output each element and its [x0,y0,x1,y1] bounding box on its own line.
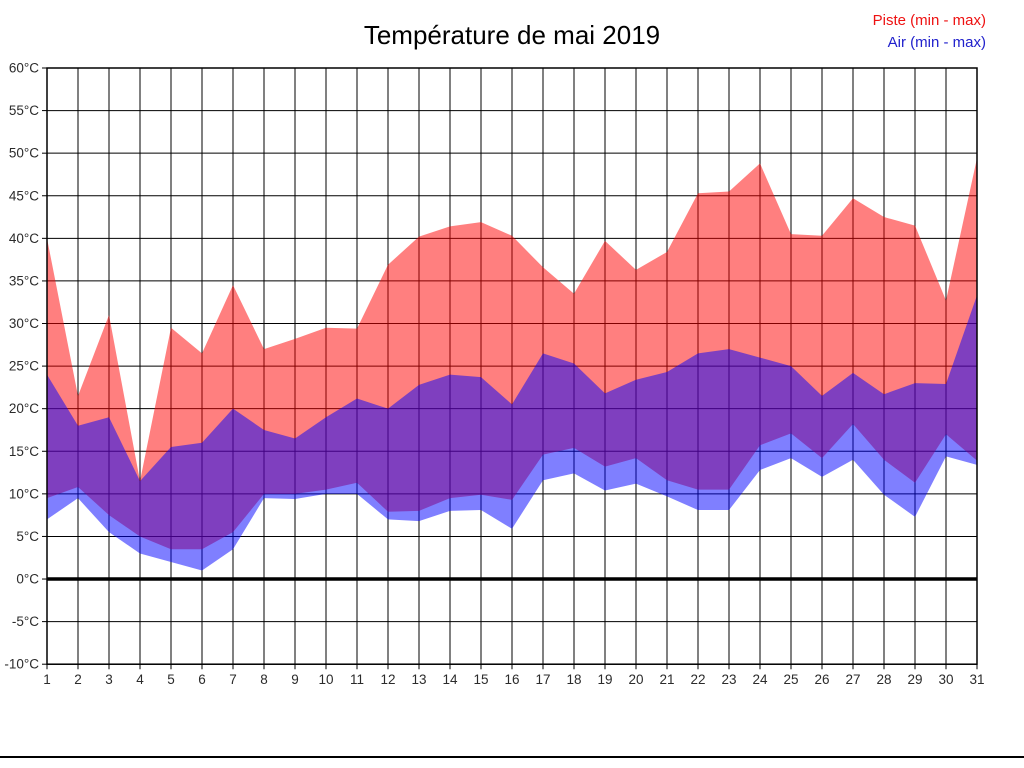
x-tick-label: 17 [535,672,550,687]
y-tick-label: -10°C [4,657,39,672]
x-tick-label: 12 [380,672,395,687]
y-tick-label: 35°C [9,273,39,288]
x-tick-label: 27 [845,672,860,687]
x-tick-label: 2 [74,672,82,687]
x-tick-label: 1 [43,672,51,687]
y-tick-label: 55°C [9,103,39,118]
x-tick-label: 24 [752,672,768,687]
legend: Piste (min - max) Air (min - max) [873,10,986,54]
x-tick-label: 9 [291,672,299,687]
y-tick-label: 10°C [9,486,39,501]
x-tick-label: 29 [907,672,922,687]
y-tick-label: 60°C [9,61,39,76]
y-tick-label: 50°C [9,146,39,161]
x-tick-label: 11 [350,672,364,687]
x-tick-label: 22 [690,672,705,687]
y-tick-label: 45°C [9,188,39,203]
legend-air: Air (min - max) [887,34,986,51]
x-tick-label: 16 [504,672,519,687]
x-tick-label: 7 [229,672,237,687]
x-tick-label: 6 [198,672,206,687]
y-tick-label: 25°C [9,359,39,374]
x-tick-label: 4 [136,672,144,687]
x-tick-label: 19 [597,672,612,687]
x-tick-label: 15 [473,672,488,687]
x-tick-label: 26 [814,672,829,687]
x-tick-label: 31 [969,672,984,687]
air-band [47,295,977,571]
y-tick-label: 15°C [9,444,39,459]
y-tick-label: 30°C [9,316,39,331]
plot-border [46,67,978,665]
chart-title: Température de mai 2019 [363,20,661,50]
legend-piste: Piste (min - max) [872,12,986,29]
x-tick-label: 8 [260,672,268,687]
x-tick-label: 28 [876,672,891,687]
y-tick-label: 0°C [16,572,39,587]
x-tick-label: 20 [628,672,643,687]
x-tick-label: 21 [659,672,674,687]
x-tick-label: 13 [411,672,426,687]
x-tick-label: 30 [938,672,953,687]
x-tick-label: 14 [442,672,458,687]
y-tick-label: -5°C [12,614,39,629]
x-tick-label: 5 [167,672,175,687]
x-tick-label: 3 [105,672,113,687]
x-tick-label: 23 [721,672,736,687]
y-tick-label: 20°C [9,401,39,416]
y-tick-label: 5°C [16,529,39,544]
x-tick-label: 10 [318,672,333,687]
y-tick-label: 40°C [9,231,39,246]
x-tick-label: 18 [566,672,581,687]
x-tick-label: 25 [783,672,798,687]
